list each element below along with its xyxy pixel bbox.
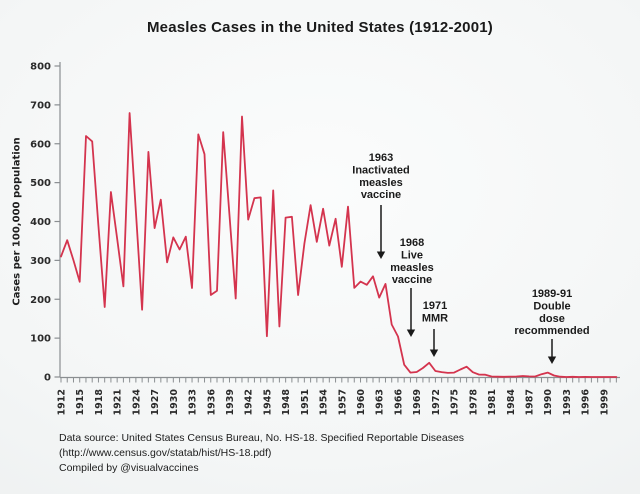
- annotation-label: 1989-91: [532, 288, 572, 300]
- x-axis-tick-label: 1990: [543, 389, 554, 416]
- annotation-label: recommended: [514, 325, 589, 337]
- chart-title: Measles Cases in the United States (1912…: [146, 19, 494, 36]
- y-axis-tick-label: 200: [30, 295, 51, 306]
- x-axis-tick-label: 1933: [188, 389, 199, 415]
- x-axis-tick-label: 1960: [356, 389, 367, 416]
- x-axis-tick-label: 1963: [375, 389, 386, 415]
- annotation-label: Inactivated: [352, 164, 409, 176]
- y-axis-title: Cases per 100,000 population: [11, 137, 23, 306]
- y-axis-tick-label: 800: [30, 62, 51, 73]
- annotation-arrowhead: [429, 349, 439, 357]
- x-axis-tick-label: 1975: [450, 389, 461, 415]
- y-axis-tick-label: 100: [30, 334, 51, 345]
- annotation-label: 1963: [369, 152, 393, 164]
- x-axis-tick-label: 1936: [206, 389, 217, 416]
- x-axis-tick-label: 1939: [225, 389, 236, 415]
- annotation-label: measles: [359, 177, 402, 189]
- x-axis-tick-label: 1987: [525, 389, 536, 415]
- x-axis-tick-label: 1912: [57, 389, 68, 415]
- x-axis-tick-label: 1942: [244, 389, 255, 415]
- x-axis-tick-label: 1981: [487, 389, 498, 415]
- x-axis-tick-label: 1930: [169, 389, 180, 416]
- annotation-arrowhead: [547, 356, 557, 364]
- x-axis-tick-label: 1927: [150, 389, 161, 415]
- x-axis-tick-label: 1978: [468, 389, 479, 416]
- measles-rate-line: [60, 112, 618, 378]
- y-axis-tick-label: 0: [44, 373, 51, 384]
- x-axis-tick-label: 1948: [281, 389, 292, 416]
- annotation-label: measles: [390, 262, 433, 274]
- x-axis-tick-label: 1921: [113, 389, 124, 415]
- annotation-label: dose: [539, 313, 565, 325]
- y-axis-tick-label: 300: [30, 256, 51, 267]
- x-axis-tick-label: 1918: [94, 389, 105, 416]
- footer-url-line: (http://www.census.gov/statab/hist/HS-18…: [59, 447, 272, 459]
- annotation-label: 1971: [423, 300, 447, 312]
- y-axis-tick-label: 400: [30, 217, 51, 228]
- annotation-label: Live: [401, 249, 423, 261]
- y-axis-tick-label: 500: [30, 178, 51, 189]
- x-axis-tick-label: 1945: [262, 389, 273, 415]
- x-axis-tick-label: 1972: [431, 389, 442, 415]
- x-axis-tick-label: 1951: [300, 389, 311, 415]
- y-axis-tick-label: 600: [30, 139, 51, 150]
- annotation-label: vaccine: [361, 189, 401, 201]
- footer-source-line: Data source: United States Census Bureau…: [59, 432, 465, 444]
- y-axis-tick-label: 700: [30, 100, 51, 111]
- x-axis-tick-label: 1996: [581, 389, 592, 416]
- x-axis-tick-label: 1984: [506, 389, 517, 416]
- annotation-label: Double: [533, 300, 570, 312]
- annotation-label: MMR: [422, 312, 448, 324]
- x-axis-tick-label: 1915: [75, 389, 86, 415]
- x-axis-tick-label: 1954: [319, 389, 330, 416]
- x-axis-tick-label: 1966: [393, 389, 404, 416]
- annotation-label: 1968: [400, 237, 424, 249]
- footer: Data source: United States Census Bureau…: [59, 431, 464, 476]
- x-axis-tick-label: 1993: [562, 389, 573, 415]
- footer-credit-line: Compiled by @visualvaccines: [59, 462, 199, 474]
- x-axis-tick-label: 1924: [131, 389, 142, 416]
- x-axis-tick-label: 1957: [337, 389, 348, 415]
- annotation-arrowhead: [406, 329, 416, 337]
- annotation-arrowhead: [376, 251, 386, 259]
- x-axis-tick-label: 1969: [412, 389, 423, 415]
- x-axis-tick-label: 1999: [599, 389, 610, 415]
- annotation-label: vaccine: [392, 274, 432, 286]
